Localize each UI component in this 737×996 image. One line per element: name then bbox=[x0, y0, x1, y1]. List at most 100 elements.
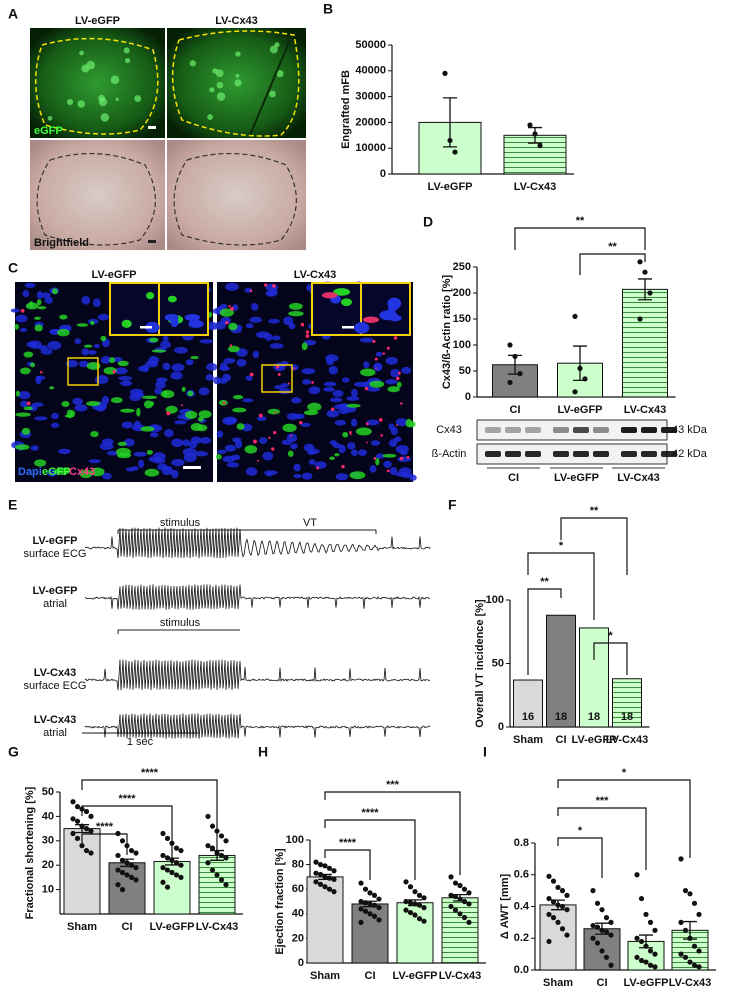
egfp-signal bbox=[198, 410, 212, 419]
inset-signal bbox=[184, 314, 201, 321]
significance-label: ** bbox=[576, 215, 585, 227]
egfp-signal bbox=[34, 316, 41, 320]
outline bbox=[35, 37, 159, 135]
data-point bbox=[223, 838, 229, 844]
data-point bbox=[691, 900, 698, 906]
bar bbox=[198, 854, 236, 915]
significance-label: * bbox=[622, 767, 627, 779]
data-point bbox=[169, 869, 175, 876]
cx43-signal bbox=[349, 433, 352, 436]
nucleus bbox=[31, 402, 44, 407]
cx43-signal bbox=[305, 330, 310, 334]
significance-label: **** bbox=[96, 821, 114, 833]
blot-band bbox=[621, 427, 637, 433]
data-point bbox=[452, 880, 459, 886]
fluorescence-image bbox=[30, 28, 165, 138]
nucleus bbox=[35, 375, 46, 380]
nucleus bbox=[249, 316, 263, 323]
x-tick-label: Sham bbox=[310, 970, 340, 982]
bar bbox=[612, 678, 642, 728]
egfp-signal bbox=[110, 397, 123, 404]
data-point bbox=[218, 833, 225, 839]
data-point bbox=[115, 882, 121, 888]
egfp-signal bbox=[301, 342, 308, 351]
nucleus bbox=[51, 412, 60, 420]
stain-label: Brightfield bbox=[34, 237, 89, 249]
data-point bbox=[546, 911, 552, 918]
data-point bbox=[173, 872, 180, 878]
outline bbox=[36, 153, 156, 246]
egfp-signal bbox=[228, 322, 238, 331]
cx43-signal bbox=[382, 352, 386, 355]
panel-label: C bbox=[8, 260, 18, 276]
data-point bbox=[128, 847, 135, 854]
nucleus bbox=[36, 291, 43, 300]
egfp-signal bbox=[288, 310, 304, 317]
bar bbox=[513, 679, 543, 728]
significance-bracket bbox=[557, 837, 603, 878]
nucleus bbox=[293, 474, 302, 479]
data-point bbox=[507, 379, 513, 386]
data-point bbox=[331, 868, 337, 874]
data-point bbox=[160, 879, 166, 885]
significance-bracket bbox=[324, 791, 461, 875]
data-point bbox=[590, 922, 596, 929]
y-tick-label: 100 bbox=[453, 339, 471, 351]
data-point bbox=[517, 371, 523, 377]
egfp-signal bbox=[387, 386, 400, 393]
data-point bbox=[358, 898, 364, 905]
data-point bbox=[74, 835, 81, 841]
x-tick-label: CI bbox=[597, 977, 608, 989]
nucleus bbox=[245, 467, 258, 476]
y-tick-label: 50000 bbox=[355, 39, 386, 51]
nucleus bbox=[219, 366, 231, 371]
inset-signal bbox=[121, 319, 132, 328]
data-point bbox=[178, 847, 184, 854]
y-tick-label: 10000 bbox=[355, 142, 386, 154]
nucleus bbox=[199, 339, 214, 344]
data-point bbox=[532, 131, 538, 137]
y-axis-label: Cx43/ß-Actin ratio [%] bbox=[441, 275, 453, 390]
data-point bbox=[687, 959, 693, 965]
data-point bbox=[555, 884, 561, 891]
cx43-signal bbox=[180, 404, 183, 407]
data-point bbox=[687, 935, 693, 941]
cell-signal bbox=[77, 100, 86, 108]
data-point bbox=[457, 911, 463, 917]
data-point bbox=[421, 905, 427, 911]
nucleus bbox=[87, 350, 97, 355]
egfp-signal bbox=[360, 368, 376, 377]
cx43-signal bbox=[396, 424, 398, 426]
nucleus bbox=[223, 357, 236, 364]
y-tick-label: 0 bbox=[380, 168, 386, 180]
image-title: LV-Cx43 bbox=[294, 269, 337, 281]
nucleus bbox=[281, 439, 292, 445]
egfp-signal bbox=[232, 395, 244, 400]
cx43-signal bbox=[274, 411, 277, 414]
egfp-signal bbox=[100, 335, 107, 342]
data-point bbox=[590, 888, 596, 894]
scale-bar bbox=[183, 466, 201, 469]
inset-signal bbox=[146, 291, 155, 300]
bar bbox=[108, 862, 146, 915]
nucleus bbox=[170, 371, 183, 380]
data-point bbox=[634, 872, 640, 878]
blot-group-label: LV-Cx43 bbox=[617, 472, 660, 484]
inset-signal bbox=[354, 322, 370, 334]
nucleus bbox=[24, 282, 36, 288]
egfp-signal bbox=[30, 362, 36, 368]
inset-signal bbox=[167, 295, 177, 303]
data-point bbox=[160, 830, 166, 837]
cx43-signal bbox=[258, 413, 263, 418]
egfp-signal bbox=[288, 302, 303, 310]
data-point bbox=[590, 935, 596, 941]
y-tick-label: 250 bbox=[453, 261, 471, 273]
nucleus bbox=[236, 358, 247, 367]
data-point bbox=[466, 919, 472, 926]
data-point bbox=[322, 863, 328, 869]
brightfield-image bbox=[167, 140, 306, 250]
egfp-signal bbox=[181, 386, 186, 392]
y-tick-label: 0 bbox=[498, 721, 504, 733]
significance-label: **** bbox=[361, 807, 379, 819]
nucleus bbox=[373, 362, 383, 371]
